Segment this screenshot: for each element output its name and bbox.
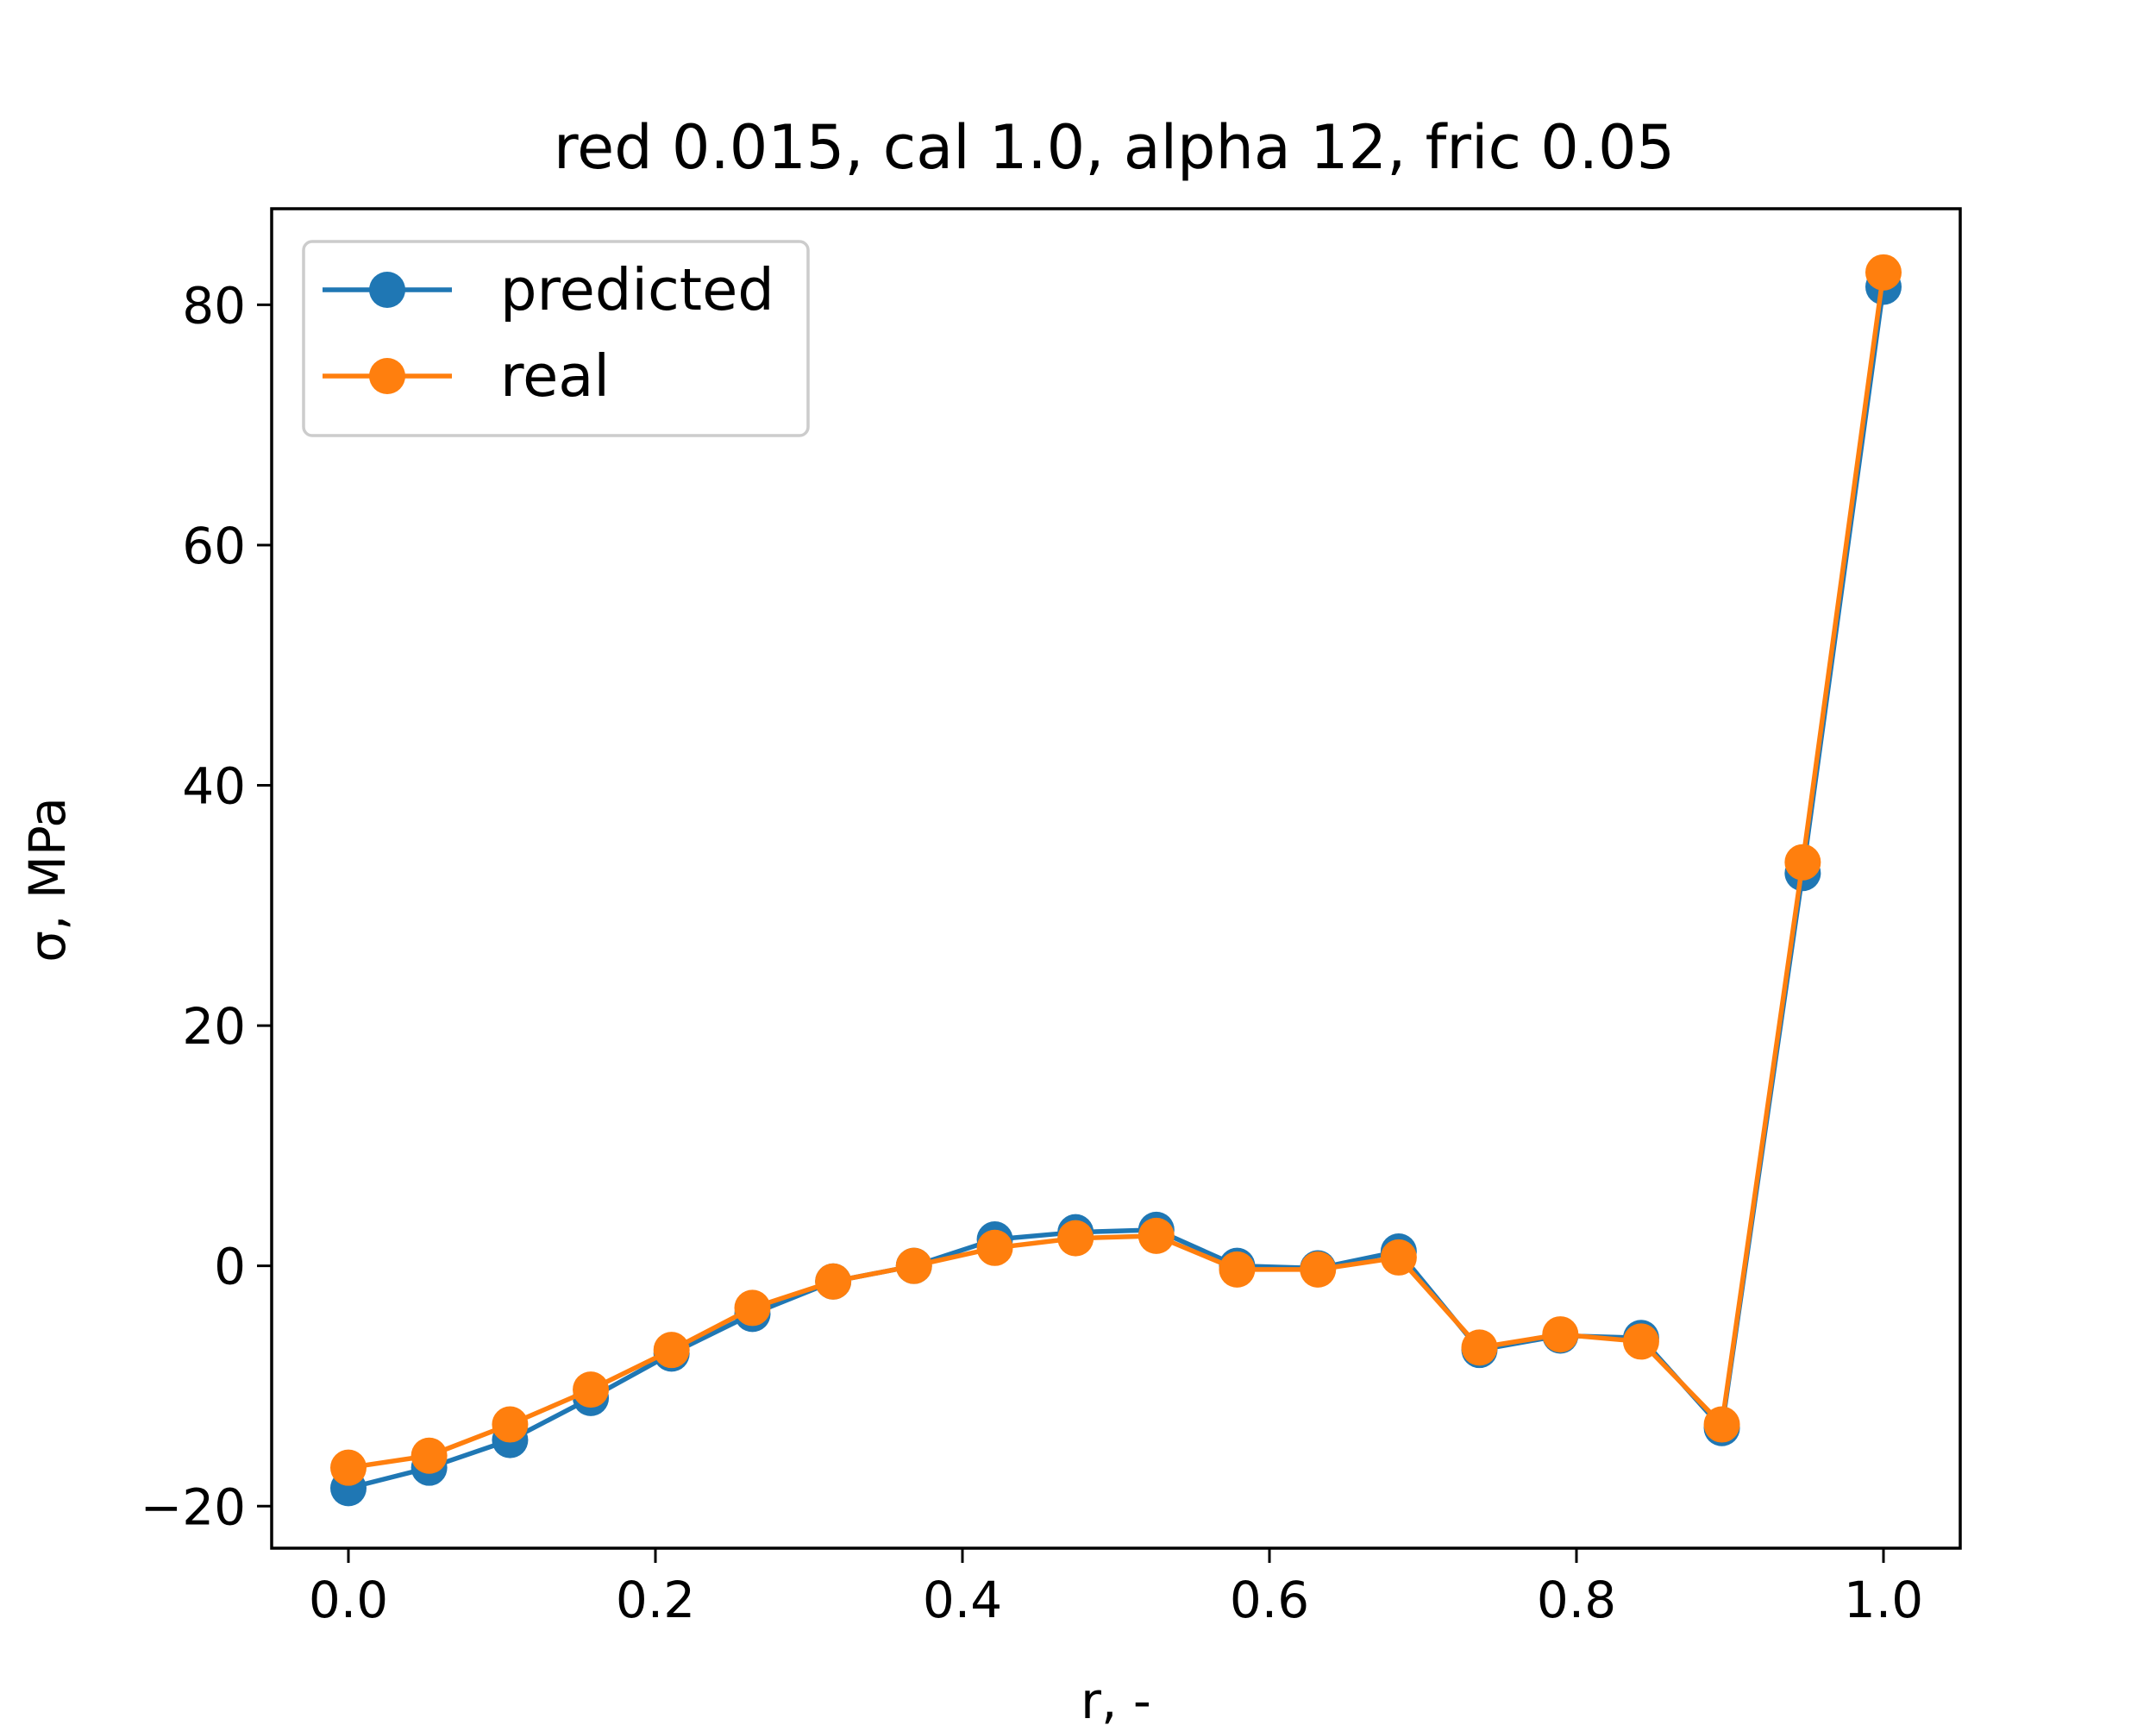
legend-predicted-marker bbox=[369, 272, 405, 308]
x-tick-label: 0.4 bbox=[923, 1571, 1002, 1629]
x-tick-label: 0.2 bbox=[616, 1571, 695, 1629]
real-data-point bbox=[653, 1332, 690, 1369]
legend-real-label: real bbox=[500, 342, 610, 410]
legend-items: predicted real bbox=[323, 256, 774, 410]
x-axis-label: r, - bbox=[1081, 1672, 1151, 1725]
real-data-point bbox=[1380, 1239, 1417, 1276]
real-data-point bbox=[1784, 844, 1821, 881]
real-data-point bbox=[1461, 1329, 1498, 1366]
y-axis-ticks: −20 0 20 40 60 80 bbox=[141, 276, 272, 1536]
real-data-point bbox=[411, 1437, 448, 1474]
y-tick-label: 40 bbox=[182, 757, 246, 816]
real-data-point bbox=[1542, 1316, 1579, 1353]
y-tick-label: 20 bbox=[182, 997, 246, 1056]
y-axis-label: σ, MPa bbox=[18, 797, 77, 963]
real-data-point bbox=[492, 1406, 529, 1443]
legend-predicted-label: predicted bbox=[500, 256, 774, 323]
real-data-point bbox=[1703, 1406, 1740, 1443]
real-data-point bbox=[1865, 254, 1902, 291]
x-tick-label: 0.0 bbox=[309, 1571, 388, 1629]
x-tick-label: 0.6 bbox=[1230, 1571, 1309, 1629]
chart-title: red 0.015, cal 1.0, alpha 12, fric 0.05 bbox=[554, 112, 1675, 183]
real-data-point bbox=[1219, 1251, 1256, 1288]
series-layer bbox=[330, 254, 1902, 1507]
real-data-point bbox=[976, 1229, 1013, 1266]
y-tick-label: 60 bbox=[182, 517, 246, 575]
legend: predicted real bbox=[302, 240, 810, 437]
real-data-point bbox=[330, 1449, 367, 1486]
real-data-point bbox=[1057, 1220, 1094, 1257]
legend-real-marker bbox=[369, 358, 405, 394]
real-data-point bbox=[815, 1263, 852, 1300]
real-data-point bbox=[895, 1247, 932, 1284]
y-tick-label: 80 bbox=[182, 276, 246, 335]
real-data-point bbox=[1622, 1323, 1659, 1360]
y-tick-label: −20 bbox=[141, 1477, 246, 1536]
real-data-point bbox=[1138, 1217, 1175, 1254]
real-data-point bbox=[573, 1371, 610, 1408]
real-data-point bbox=[734, 1289, 771, 1327]
x-tick-label: 0.8 bbox=[1537, 1571, 1616, 1629]
x-axis-ticks: 0.0 0.2 0.4 0.6 0.8 1.0 bbox=[309, 1548, 1923, 1629]
y-tick-label: 0 bbox=[214, 1238, 246, 1296]
x-tick-label: 1.0 bbox=[1844, 1571, 1923, 1629]
real-data-point bbox=[1300, 1251, 1337, 1288]
